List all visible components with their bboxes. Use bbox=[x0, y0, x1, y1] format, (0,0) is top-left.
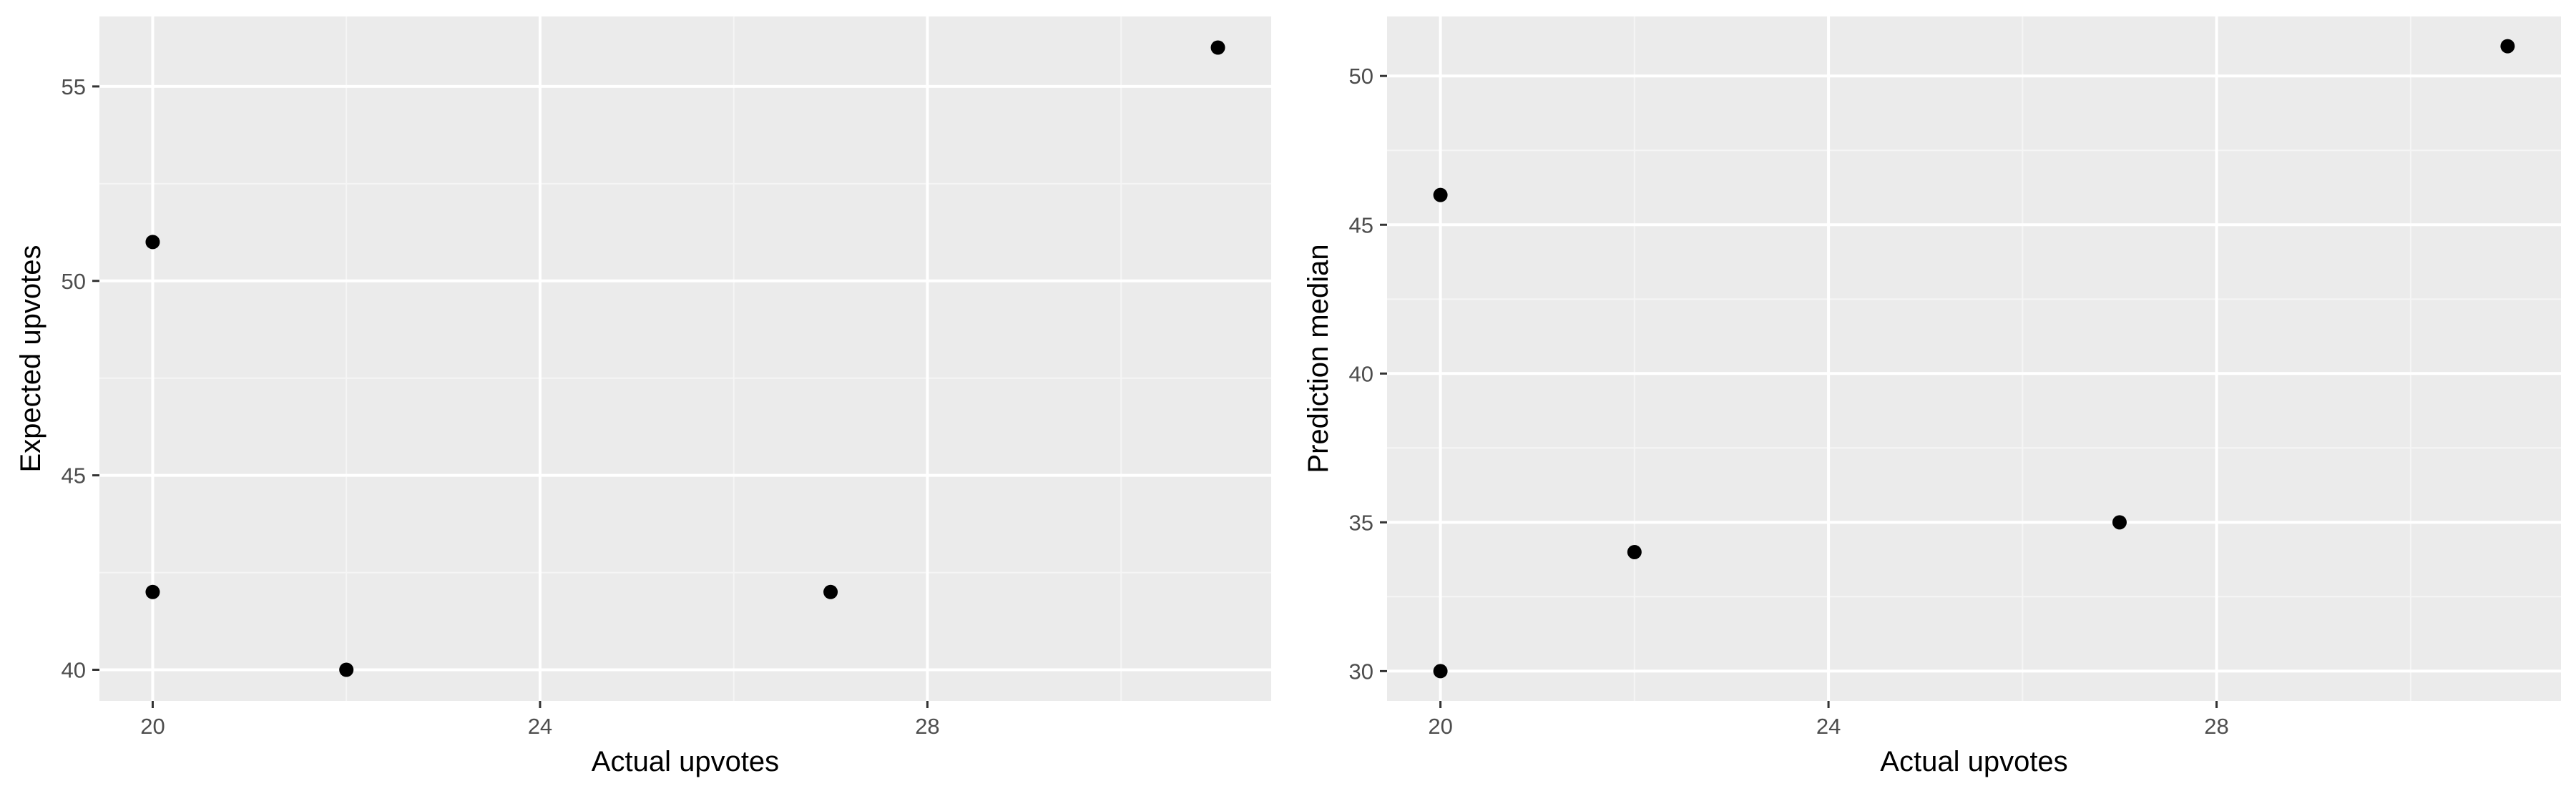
data-point bbox=[145, 584, 160, 599]
y-axis-title: Expected upvotes bbox=[15, 245, 46, 473]
x-axis-title: Actual upvotes bbox=[592, 746, 779, 777]
data-point bbox=[1433, 187, 1448, 202]
data-point bbox=[1433, 664, 1448, 679]
y-tick-label: 50 bbox=[62, 269, 86, 294]
y-tick-label: 45 bbox=[62, 463, 86, 488]
x-tick-label: 20 bbox=[140, 714, 165, 739]
panel-background bbox=[99, 16, 1271, 701]
y-tick-label: 30 bbox=[1349, 659, 1373, 684]
x-tick-label: 24 bbox=[528, 714, 552, 739]
x-axis-title: Actual upvotes bbox=[1880, 746, 2067, 777]
y-axis-title: Prediction median bbox=[1303, 244, 1334, 473]
y-tick-label: 40 bbox=[1349, 361, 1373, 386]
panel-background bbox=[1387, 16, 2561, 701]
data-point bbox=[1210, 40, 1225, 55]
y-tick-label: 50 bbox=[1349, 64, 1373, 89]
x-tick-label: 24 bbox=[1816, 714, 1841, 739]
scatter-panel-right: 20 24 28 30 35 40 45 50 Actual upvotes Prediction… bbox=[1303, 16, 2561, 777]
scatter-panel-left: 20 24 28 40 45 50 55 Actual upvotes Expected upv… bbox=[15, 16, 1271, 777]
y-tick-label: 45 bbox=[1349, 212, 1373, 237]
data-point bbox=[339, 662, 354, 677]
data-point bbox=[145, 235, 160, 250]
x-tick-label: 20 bbox=[1428, 714, 1452, 739]
y-tick-label: 35 bbox=[1349, 510, 1373, 535]
y-tick-label: 55 bbox=[62, 74, 86, 99]
data-point bbox=[823, 584, 838, 599]
x-tick-label: 28 bbox=[915, 714, 939, 739]
y-tick-label: 40 bbox=[62, 658, 86, 683]
x-tick-label: 28 bbox=[2204, 714, 2228, 739]
data-point bbox=[2500, 39, 2515, 54]
data-point bbox=[2112, 515, 2127, 530]
data-point bbox=[1627, 544, 1642, 559]
